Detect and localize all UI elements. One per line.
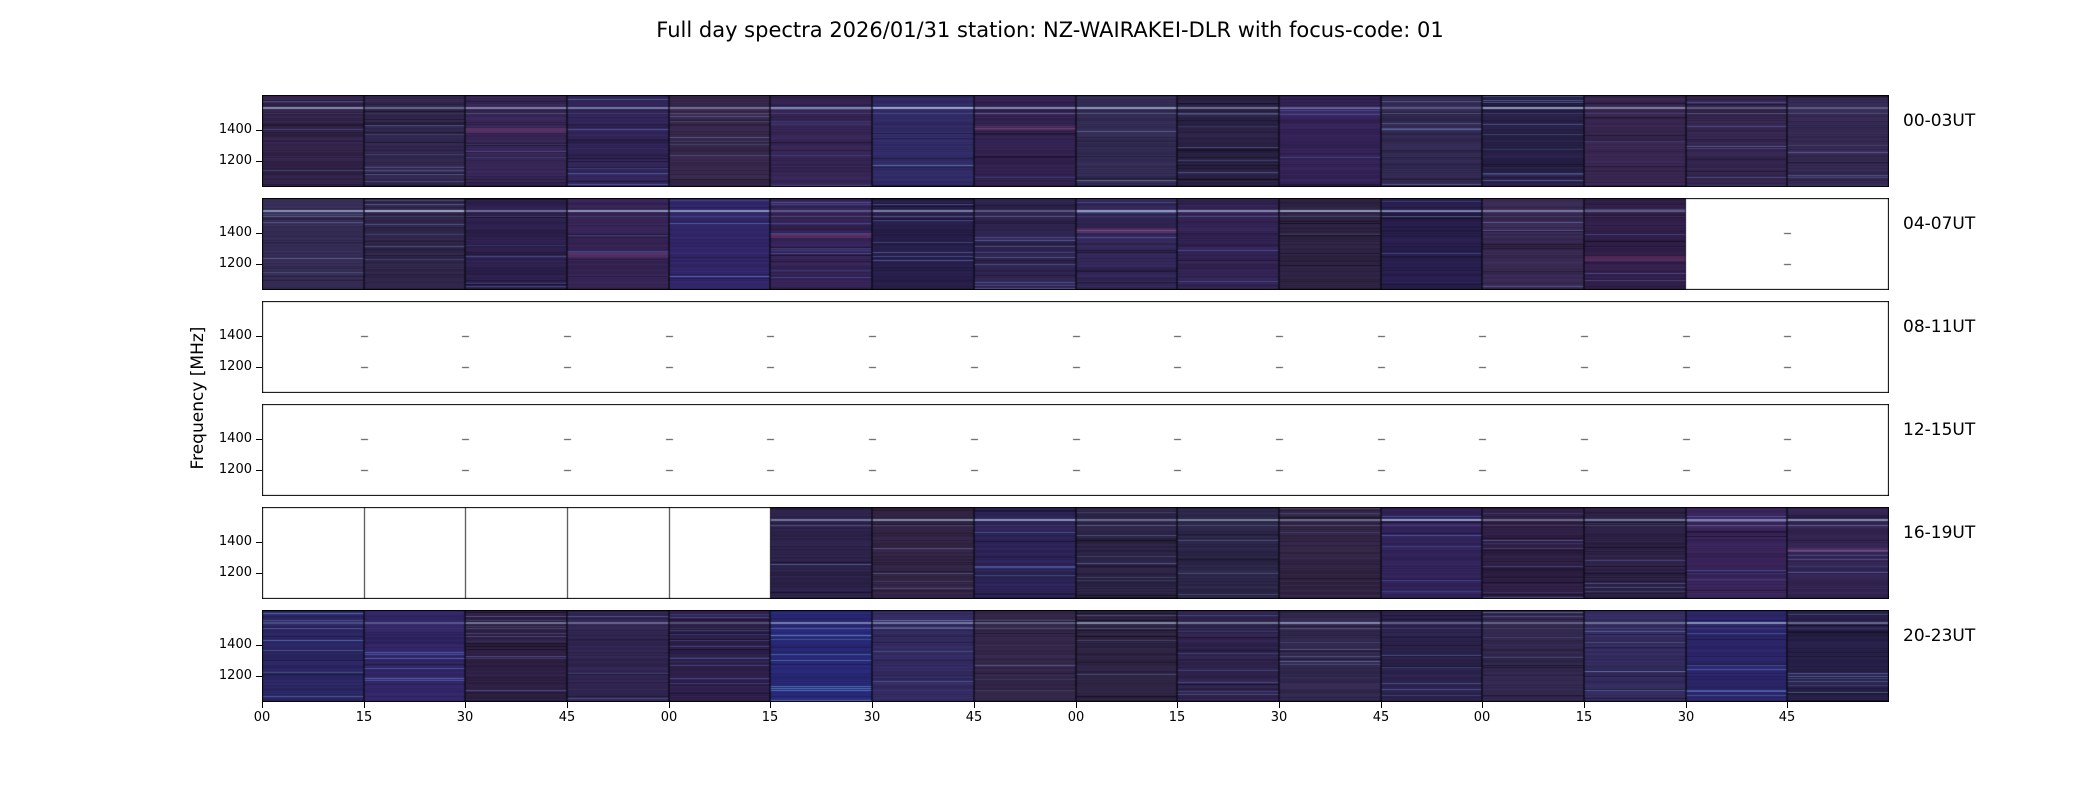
x-tick-mark: [669, 702, 670, 708]
y-tick-label: 1400: [218, 327, 252, 343]
chart-title: Full day spectra 2026/01/31 station: NZ-…: [656, 18, 1444, 42]
y-tick-label: 1200: [218, 565, 252, 581]
y-tick-label: 1400: [218, 533, 252, 549]
x-tick-label: 15: [761, 710, 779, 725]
spectrogram-row: [262, 301, 1889, 393]
y-tick-label: 1400: [218, 224, 252, 240]
y-tick-label: 1400: [218, 430, 252, 446]
y-tick-label: 1200: [218, 256, 252, 272]
x-tick-label: 15: [1168, 710, 1186, 725]
spectrogram-row: [262, 198, 1889, 290]
spectrogram-row: [262, 610, 1889, 702]
spectrogram-row: [262, 507, 1889, 599]
y-tick-mark: [256, 161, 262, 163]
spectrogram-canvas: [262, 507, 1889, 599]
x-tick-mark: [262, 702, 263, 708]
spectrogram-canvas: [262, 610, 1889, 702]
x-tick-label: 15: [355, 710, 373, 725]
y-axis-label: Frequency [MHz]: [188, 326, 208, 470]
row-label: 08-11UT: [1903, 317, 1976, 337]
y-tick-label: 1200: [218, 359, 252, 375]
spectrogram-row: [262, 95, 1889, 187]
y-tick-label: 1200: [218, 462, 252, 478]
x-tick-label: 00: [1067, 710, 1085, 725]
y-tick-label: 1400: [218, 121, 252, 137]
x-tick-mark: [1177, 702, 1178, 708]
y-tick-label: 1400: [218, 636, 252, 652]
x-tick-label: 45: [965, 710, 983, 725]
spectrogram-canvas: [262, 404, 1889, 496]
spectrogram-canvas: [262, 198, 1889, 290]
x-tick-label: 45: [558, 710, 576, 725]
row-label: 20-23UT: [1903, 626, 1976, 646]
x-tick-mark: [1381, 702, 1382, 708]
row-label: 16-19UT: [1903, 523, 1976, 543]
x-tick-label: 00: [660, 710, 678, 725]
x-tick-label: 00: [1473, 710, 1491, 725]
x-tick-mark: [1482, 702, 1483, 708]
row-label: 00-03UT: [1903, 111, 1976, 131]
x-tick-mark: [1787, 702, 1788, 708]
y-tick-mark: [256, 367, 262, 369]
y-tick-mark: [256, 573, 262, 575]
x-tick-mark: [465, 702, 466, 708]
x-tick-label: 00: [253, 710, 271, 725]
y-tick-mark: [256, 644, 262, 646]
y-tick-mark: [256, 470, 262, 472]
x-tick-label: 45: [1778, 710, 1796, 725]
x-tick-mark: [1279, 702, 1280, 708]
x-tick-mark: [364, 702, 365, 708]
x-tick-mark: [1584, 702, 1585, 708]
x-tick-label: 15: [1575, 710, 1593, 725]
y-tick-mark: [256, 676, 262, 678]
x-tick-label: 30: [456, 710, 474, 725]
x-tick-label: 30: [863, 710, 881, 725]
x-tick-mark: [872, 702, 873, 708]
x-tick-mark: [1686, 702, 1687, 708]
row-label: 04-07UT: [1903, 214, 1976, 234]
x-tick-mark: [567, 702, 568, 708]
row-label: 12-15UT: [1903, 420, 1976, 440]
x-tick-mark: [974, 702, 975, 708]
y-tick-mark: [256, 541, 262, 543]
y-tick-label: 1200: [218, 668, 252, 684]
y-tick-mark: [256, 232, 262, 234]
y-tick-mark: [256, 264, 262, 266]
y-tick-mark: [256, 438, 262, 440]
y-tick-label: 1200: [218, 153, 252, 169]
x-tick-label: 30: [1677, 710, 1695, 725]
spectrogram-canvas: [262, 301, 1889, 393]
y-tick-mark: [256, 129, 262, 131]
x-tick-label: 45: [1372, 710, 1390, 725]
spectrogram-row: [262, 404, 1889, 496]
x-tick-label: 30: [1270, 710, 1288, 725]
spectrogram-canvas: [262, 95, 1889, 187]
x-tick-mark: [1076, 702, 1077, 708]
y-tick-mark: [256, 335, 262, 337]
x-tick-mark: [770, 702, 771, 708]
